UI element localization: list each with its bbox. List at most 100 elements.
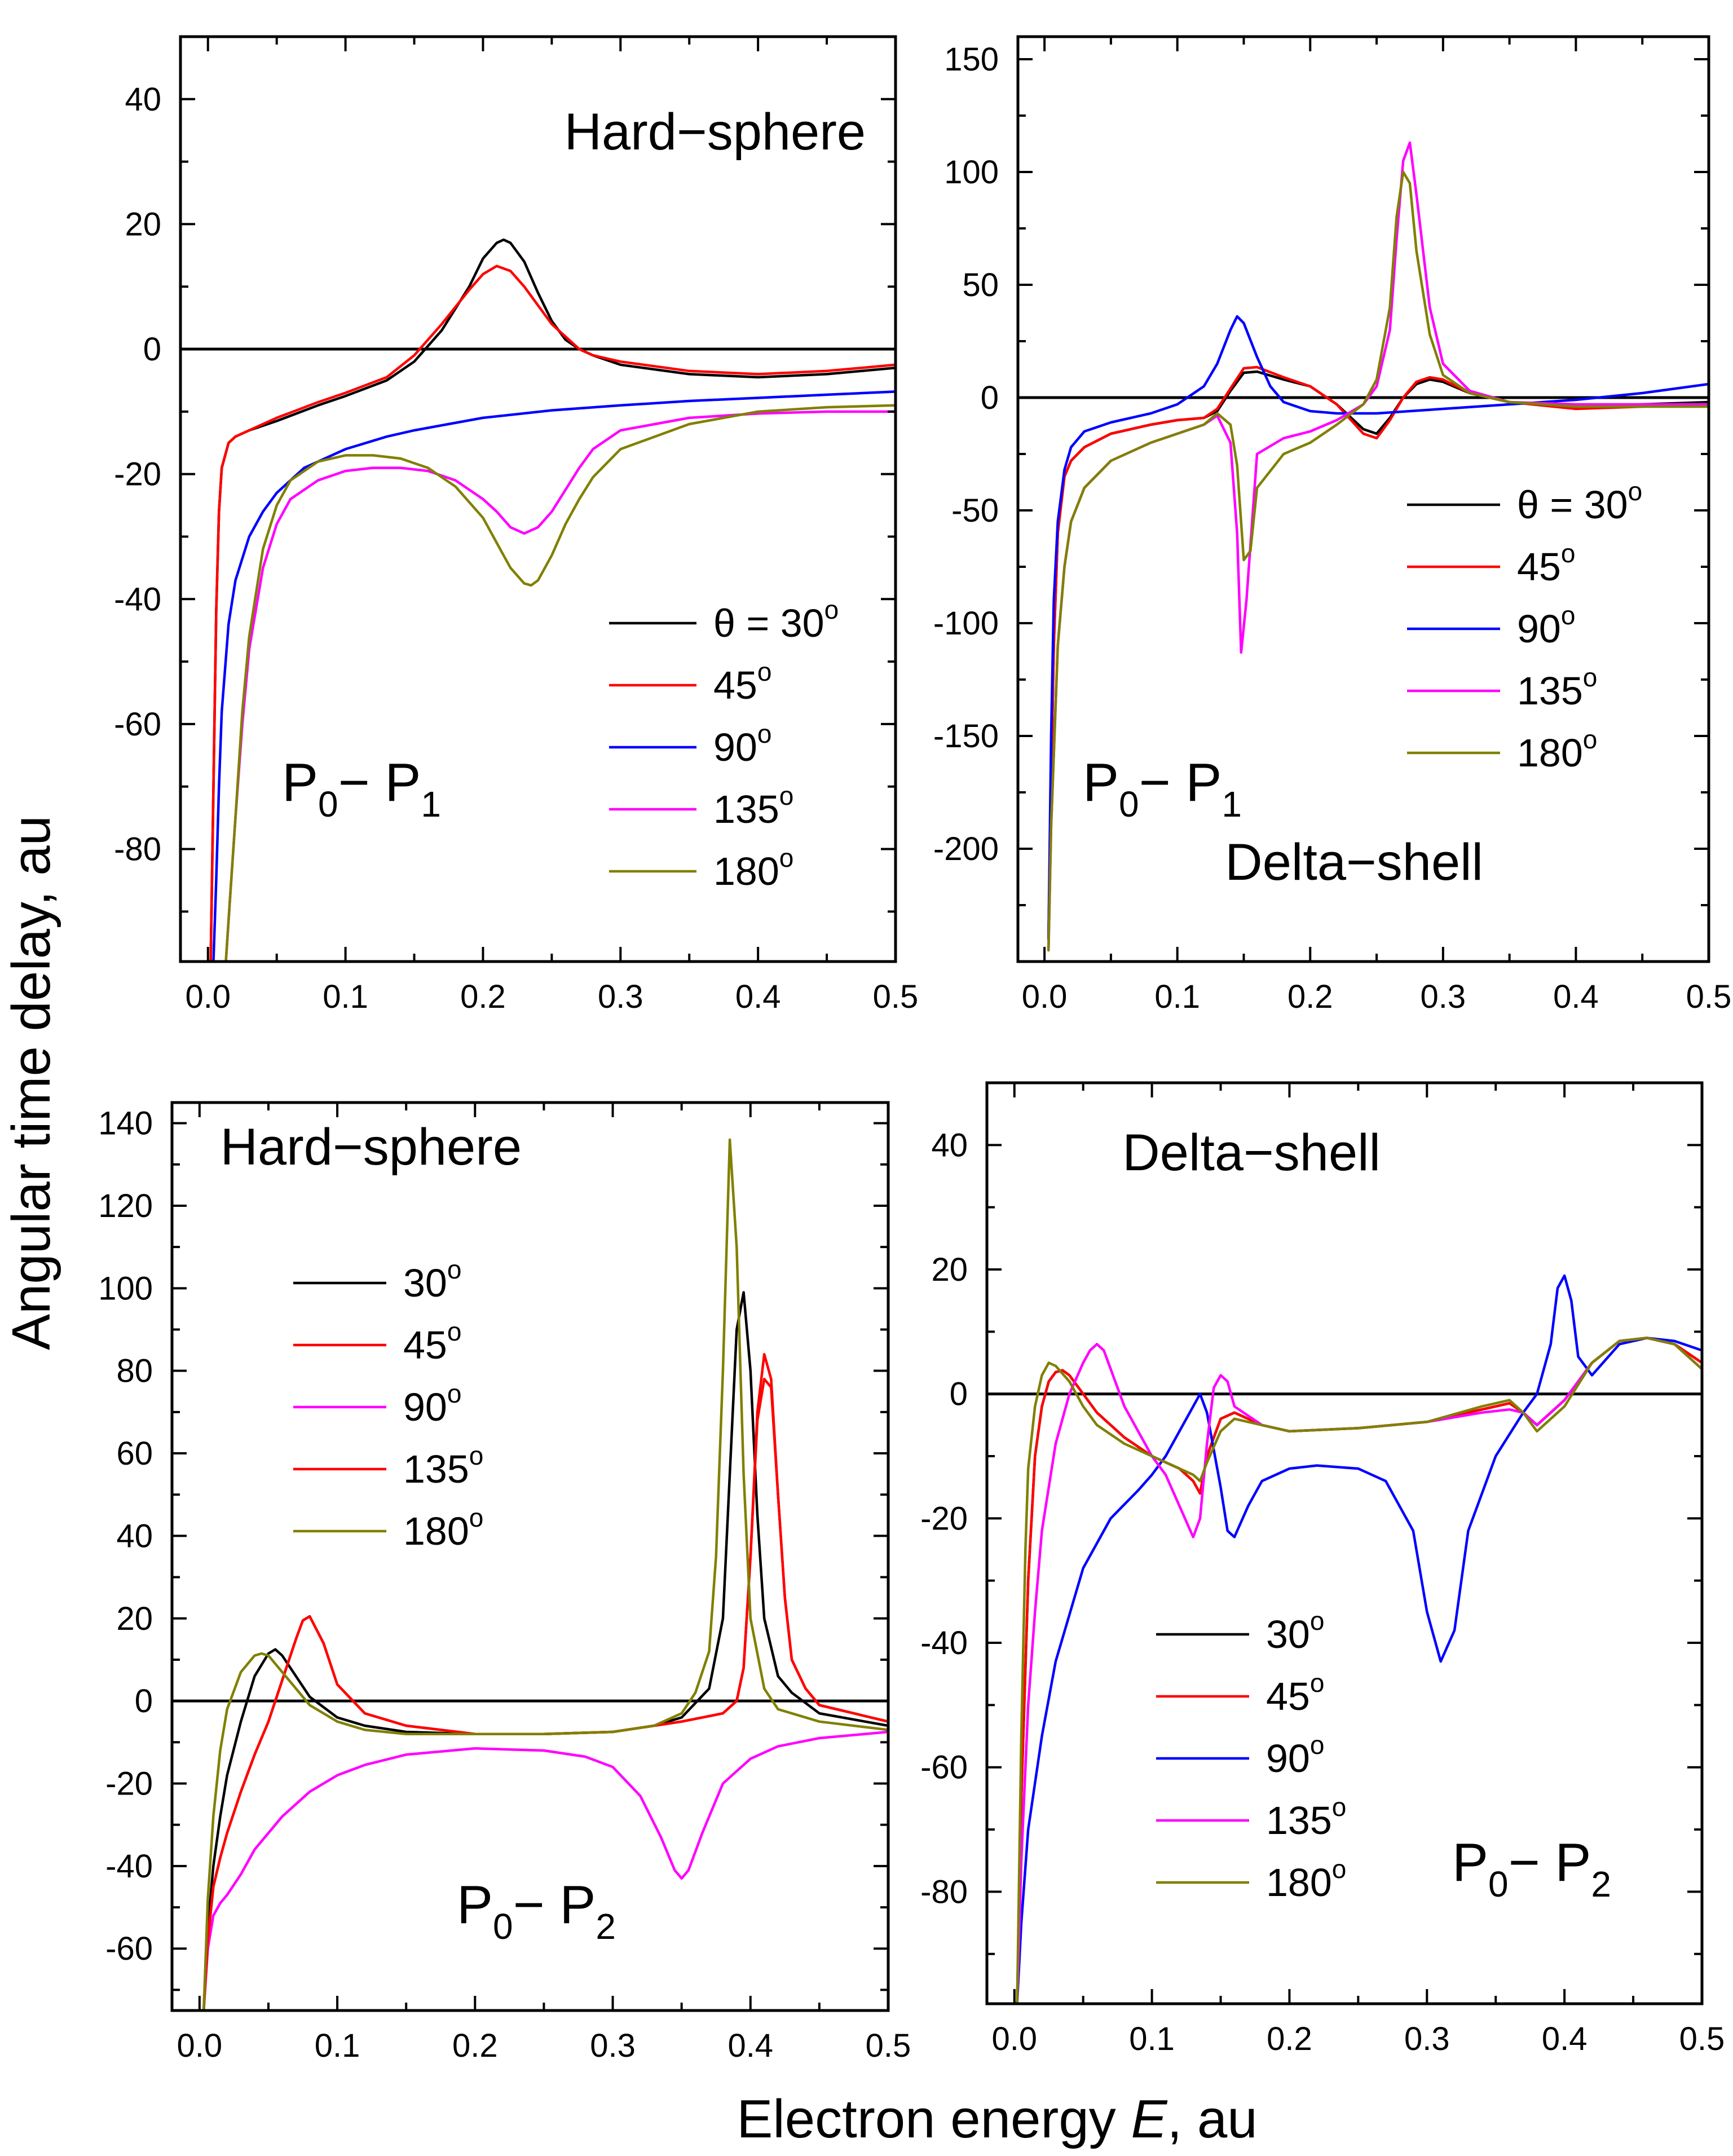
legend-label-3: 90o: [1517, 601, 1575, 651]
panel-label-p: P: [457, 1875, 493, 1935]
legend-label-text: θ = 30: [713, 601, 824, 645]
legend-label-3: 90o: [713, 719, 771, 769]
legend-label-superscript: o: [447, 1317, 462, 1346]
y-tick-label: -150: [933, 718, 999, 755]
y-tick-label: 140: [98, 1105, 153, 1142]
panel-label: P0− P2: [457, 1875, 616, 1947]
series-line-5: [1047, 170, 1709, 952]
legend-label-text: 180: [1266, 1860, 1332, 1904]
legend-label-superscript: o: [469, 1441, 484, 1470]
legend-label-2: 45o: [1517, 539, 1575, 589]
legend-label-superscript: o: [1583, 725, 1598, 754]
legend-label-text: 180: [403, 1509, 469, 1553]
x-tick-label: 0.4: [735, 978, 781, 1015]
y-tick-label: -100: [933, 605, 999, 642]
panel-label: P0− P1: [1083, 752, 1242, 825]
legend-label-superscript: o: [1310, 1606, 1325, 1635]
y-tick-label: 0: [981, 380, 999, 416]
y-tick-label: -60: [114, 706, 161, 743]
y-tick-label: 80: [116, 1353, 153, 1390]
y-tick-label: -80: [114, 831, 161, 868]
series-group: [202, 1138, 888, 2010]
y-tick-label: 60: [116, 1435, 153, 1472]
panel-label-subscript-0: 0: [1488, 1864, 1509, 1904]
panel-label-dash: − P: [513, 1875, 596, 1935]
legend-label-superscript: o: [469, 1503, 484, 1532]
legend-label-4: 135o: [1517, 663, 1597, 713]
panel-title: Delta−shell: [1225, 834, 1483, 891]
legend-label-text: 180: [1517, 731, 1583, 775]
panel-label-p: P: [1083, 752, 1119, 813]
x-tick-label: 0.5: [866, 2027, 911, 2064]
panel-title: Hard−sphere: [565, 103, 866, 161]
panel-label-subscript-0: 0: [1119, 784, 1139, 825]
plot-frame: [1016, 35, 1710, 963]
y-tick-label: 20: [931, 1251, 968, 1288]
legend-label-text: 30: [1266, 1612, 1310, 1656]
panel-label-p: P: [1452, 1832, 1488, 1893]
legend-label-superscript: o: [447, 1255, 462, 1284]
legend-label-text: 90: [403, 1385, 447, 1429]
panel-label-dash: − P: [338, 752, 421, 813]
legend-label-text: 90: [713, 725, 757, 769]
y-tick-label: 40: [931, 1127, 968, 1163]
legend-label-5: 180o: [1517, 725, 1597, 775]
y-tick-label: 20: [125, 206, 161, 243]
legend-label-3: 90o: [403, 1379, 461, 1429]
legend-label-1: 30o: [403, 1255, 461, 1305]
x-tick-label: 0.2: [460, 978, 506, 1015]
legend-label-superscript: o: [1628, 477, 1643, 506]
series-line-2: [209, 264, 896, 962]
y-tick-label: -60: [920, 1749, 968, 1786]
panel-delta-shell-p0-p1: 0.0 0.1 0.2 0.3 0.4 0.5 150 100 50 0 -50 -100 -150 -2…: [933, 35, 1732, 1015]
y-tick-label: 50: [962, 267, 999, 303]
series-line-4: [1016, 1337, 1702, 2004]
panel-title: Delta−shell: [1122, 1124, 1381, 1181]
y-tick-label: -40: [114, 581, 161, 618]
y-tick-label: 20: [116, 1601, 153, 1637]
x-tick-label: 0.5: [1686, 978, 1732, 1015]
series-line-3: [1016, 1274, 1702, 2004]
legend-label-superscript: o: [757, 657, 772, 686]
x-tick-label: 0.1: [1154, 978, 1200, 1015]
legend-label-superscript: o: [779, 843, 794, 872]
legend-label-superscript: o: [1561, 539, 1576, 568]
legend-label-superscript: o: [824, 595, 839, 624]
legend-label-2: 45o: [1266, 1668, 1324, 1718]
y-tick-label: 40: [125, 81, 161, 118]
x-axis-title-suffix: , au: [1167, 2089, 1257, 2149]
legend-label-text: 180: [713, 849, 779, 893]
y-tick-label: 100: [944, 154, 999, 191]
x-tick-label: 0.3: [1404, 2021, 1450, 2057]
legend-label-text: 45: [403, 1323, 447, 1367]
legend-label-text: 135: [403, 1447, 469, 1491]
x-tick-label: 0.0: [1022, 978, 1068, 1015]
legend-label-text: 90: [1517, 607, 1561, 651]
legend-label-5: 180o: [403, 1503, 483, 1553]
y-tick-label: 100: [98, 1270, 153, 1307]
legend-label-superscript: o: [447, 1379, 462, 1408]
legend-label-superscript: o: [1332, 1854, 1347, 1884]
legend-label-superscript: o: [1310, 1668, 1325, 1698]
panel-label-subscript-n: 1: [1222, 784, 1242, 825]
series-line-3: [212, 390, 896, 962]
legend-label-5: 180o: [1266, 1854, 1346, 1904]
legend-label-4: 135o: [1266, 1792, 1346, 1842]
y-tick-label: 0: [950, 1376, 968, 1413]
panel-label: P0− P2: [1452, 1832, 1611, 1904]
x-axis-title: Electron energy E, au: [737, 2089, 1257, 2149]
legend-label-2: 45o: [403, 1317, 461, 1367]
legend-label-superscript: o: [1561, 601, 1576, 630]
legend-label-text: 135: [1266, 1798, 1332, 1842]
x-tick-label: 0.1: [1129, 2021, 1175, 2057]
x-tick-label: 0.4: [1542, 2021, 1588, 2057]
series-group: [1047, 141, 1709, 952]
series-line-5: [1016, 1337, 1702, 2004]
legend-label-2: 45o: [713, 657, 771, 707]
legend-label-4: 135o: [713, 781, 793, 831]
legend-label-superscript: o: [757, 719, 772, 748]
legend-label-4: 135o: [403, 1441, 483, 1491]
legend-label-text: 45: [713, 663, 757, 707]
